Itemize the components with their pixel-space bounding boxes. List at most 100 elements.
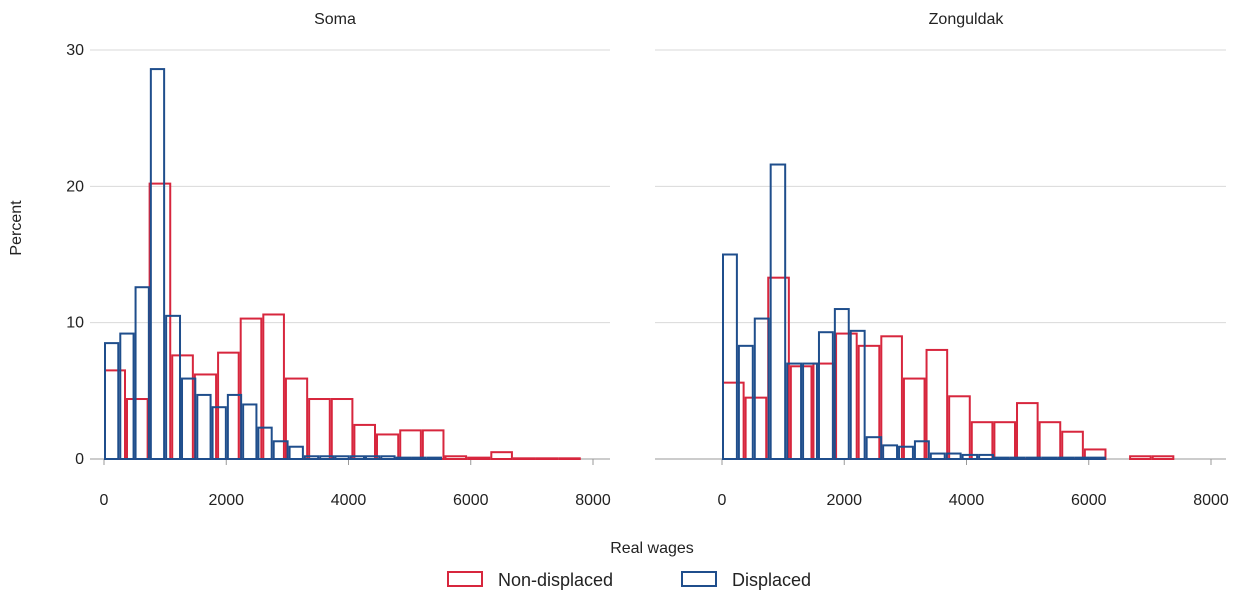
legend-swatch <box>681 571 717 587</box>
x-tick-label: 2000 <box>208 492 244 509</box>
bar <box>882 444 899 461</box>
bar <box>288 445 304 461</box>
bar <box>104 342 120 460</box>
series-non-displaced <box>104 182 581 461</box>
bar <box>126 398 149 461</box>
bar <box>769 163 787 461</box>
legend-item-displaced: Displaced <box>681 570 811 590</box>
bar <box>1061 430 1084 461</box>
bar <box>978 453 995 461</box>
bar <box>722 381 745 460</box>
panel-title: Zonguldak <box>929 11 1005 28</box>
bar <box>1089 456 1106 460</box>
bar <box>1151 455 1175 461</box>
bar <box>993 421 1017 461</box>
bar <box>961 453 979 461</box>
bar <box>119 332 135 460</box>
bar <box>349 455 366 461</box>
bar <box>134 286 150 460</box>
bar <box>558 457 581 460</box>
y-axis-title: Percent <box>8 200 25 256</box>
bar <box>722 253 738 460</box>
panel-title: Soma <box>314 11 356 28</box>
x-tick-label: 2000 <box>826 492 862 509</box>
bar <box>1041 456 1058 460</box>
bar <box>1129 455 1152 461</box>
bar <box>535 457 559 460</box>
bar <box>1038 421 1062 461</box>
x-tick-label: 0 <box>718 492 727 509</box>
bar <box>490 451 513 460</box>
bar <box>196 393 212 461</box>
bar <box>849 329 866 461</box>
bar <box>802 362 818 461</box>
bar <box>970 421 994 461</box>
bar <box>426 456 443 460</box>
bar <box>411 456 427 460</box>
bar <box>467 456 491 460</box>
bar <box>353 423 377 460</box>
bar <box>303 455 320 461</box>
bar <box>148 182 172 461</box>
bar <box>737 344 754 460</box>
bar <box>753 317 770 460</box>
bar <box>865 436 883 461</box>
legend: Non-displaced Displaced <box>447 570 811 590</box>
legend-label: Displaced <box>732 570 811 590</box>
x-tick-label: 6000 <box>453 492 489 509</box>
bar <box>833 308 850 460</box>
bar <box>444 455 468 461</box>
bar <box>1057 456 1075 460</box>
panels: 0 10 20 30 0 2000 4000 6000 8000 Soma 0 2000 4000 600… <box>66 11 1229 509</box>
bar <box>334 455 350 461</box>
legend-item-non-displaced: Non-displaced <box>447 570 613 590</box>
bar <box>181 377 197 460</box>
series-displaced <box>722 163 1106 461</box>
bar <box>1016 402 1039 460</box>
y-tick-label: 10 <box>66 315 84 332</box>
bar <box>211 406 227 460</box>
y-tick-label: 20 <box>66 178 84 195</box>
x-tick-label: 6000 <box>1071 492 1107 509</box>
bar <box>165 314 182 460</box>
bar <box>421 429 445 460</box>
bar <box>319 455 335 461</box>
x-axis-title: Real wages <box>610 540 694 557</box>
bar <box>365 455 381 461</box>
series-displaced <box>104 68 443 461</box>
x-tick-label: 8000 <box>1193 492 1229 509</box>
y-tick-label: 30 <box>66 42 84 59</box>
bar <box>898 445 914 461</box>
bar <box>512 457 536 460</box>
bar <box>835 332 858 460</box>
legend-swatch <box>447 571 483 587</box>
bar <box>330 398 354 461</box>
bar <box>308 398 331 461</box>
bar <box>913 440 930 461</box>
bar <box>1025 456 1042 460</box>
bar <box>272 440 289 461</box>
bar <box>880 335 903 460</box>
x-tick-label: 8000 <box>575 492 611 509</box>
x-tick-label: 0 <box>100 492 109 509</box>
bar <box>395 456 412 460</box>
bar <box>399 429 422 460</box>
bar <box>104 369 127 460</box>
bar <box>226 393 243 461</box>
bar <box>857 344 881 460</box>
bar <box>1009 456 1026 460</box>
panel-soma: 0 10 20 30 0 2000 4000 6000 8000 Soma <box>66 11 611 509</box>
x-tick-label: 4000 <box>949 492 985 509</box>
series-non-displaced <box>722 276 1175 461</box>
bar <box>380 455 396 461</box>
bar <box>1074 456 1090 460</box>
bar <box>786 362 803 461</box>
bar <box>744 396 768 460</box>
bar <box>994 456 1010 460</box>
panel-zonguldak: 0 2000 4000 6000 8000 Zonguldak <box>655 11 1229 509</box>
legend-label: Non-displaced <box>498 570 613 590</box>
bar <box>257 426 273 461</box>
x-tick-label: 4000 <box>331 492 367 509</box>
bar <box>149 68 166 460</box>
